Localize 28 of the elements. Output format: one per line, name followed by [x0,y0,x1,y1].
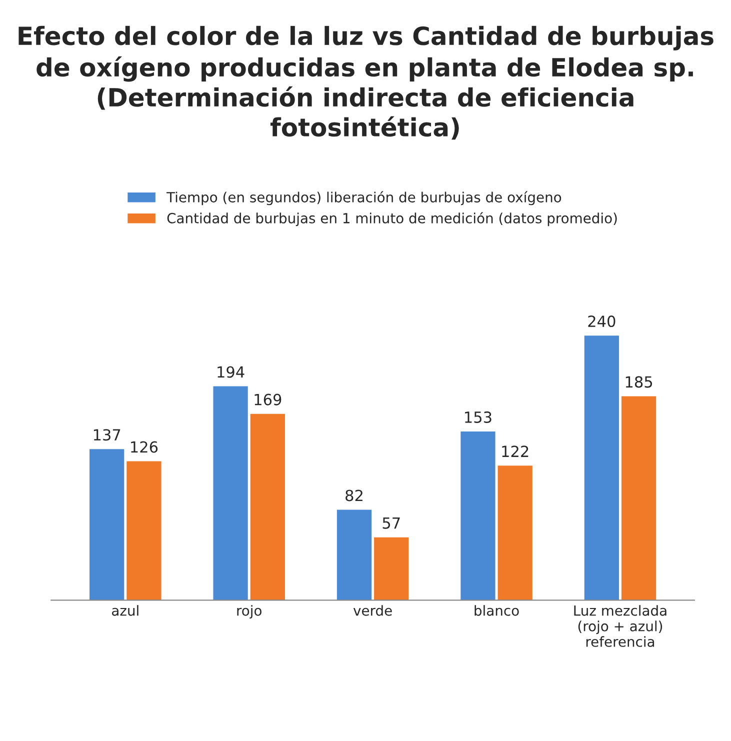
bar [498,466,532,600]
x-tick-label: azul [112,605,138,616]
bar [336,510,372,600]
bar [126,461,162,600]
data-label: 153 [465,411,492,423]
legend-label: Cantidad de burbujas en 1 minuto de medición (datos promedio) [167,212,617,226]
bar [584,336,619,600]
x-tick-label: Luz mezclada (rojo + azul) referencia [574,605,666,647]
data-label: 126 [131,441,158,453]
bar [90,449,124,600]
data-label: 240 [588,315,616,328]
data-label: 82 [346,490,362,502]
x-tick-label: rojo [237,605,262,619]
bar [374,537,409,600]
data-label: 194 [218,366,244,378]
bar [460,432,496,600]
x-tick-label: verde [353,605,392,616]
data-label: 137 [94,429,120,441]
bar [213,386,248,600]
legend-label: Tiempo (en segundos) liberación de burbujas de oxígeno [166,191,562,206]
chart-title: Efecto del color de la luz vs Cantidad de burbujas de oxígeno producidas en planta de Elodea sp. (Determinación indirecta de eficiencia fotosintética) [18,26,714,140]
data-label: 57 [382,517,400,529]
data-label: 169 [254,394,282,406]
data-label: 185 [626,376,652,388]
bar [621,396,656,600]
data-label: 122 [502,446,528,457]
x-tick-label: blanco [474,605,519,616]
bar [250,414,285,600]
